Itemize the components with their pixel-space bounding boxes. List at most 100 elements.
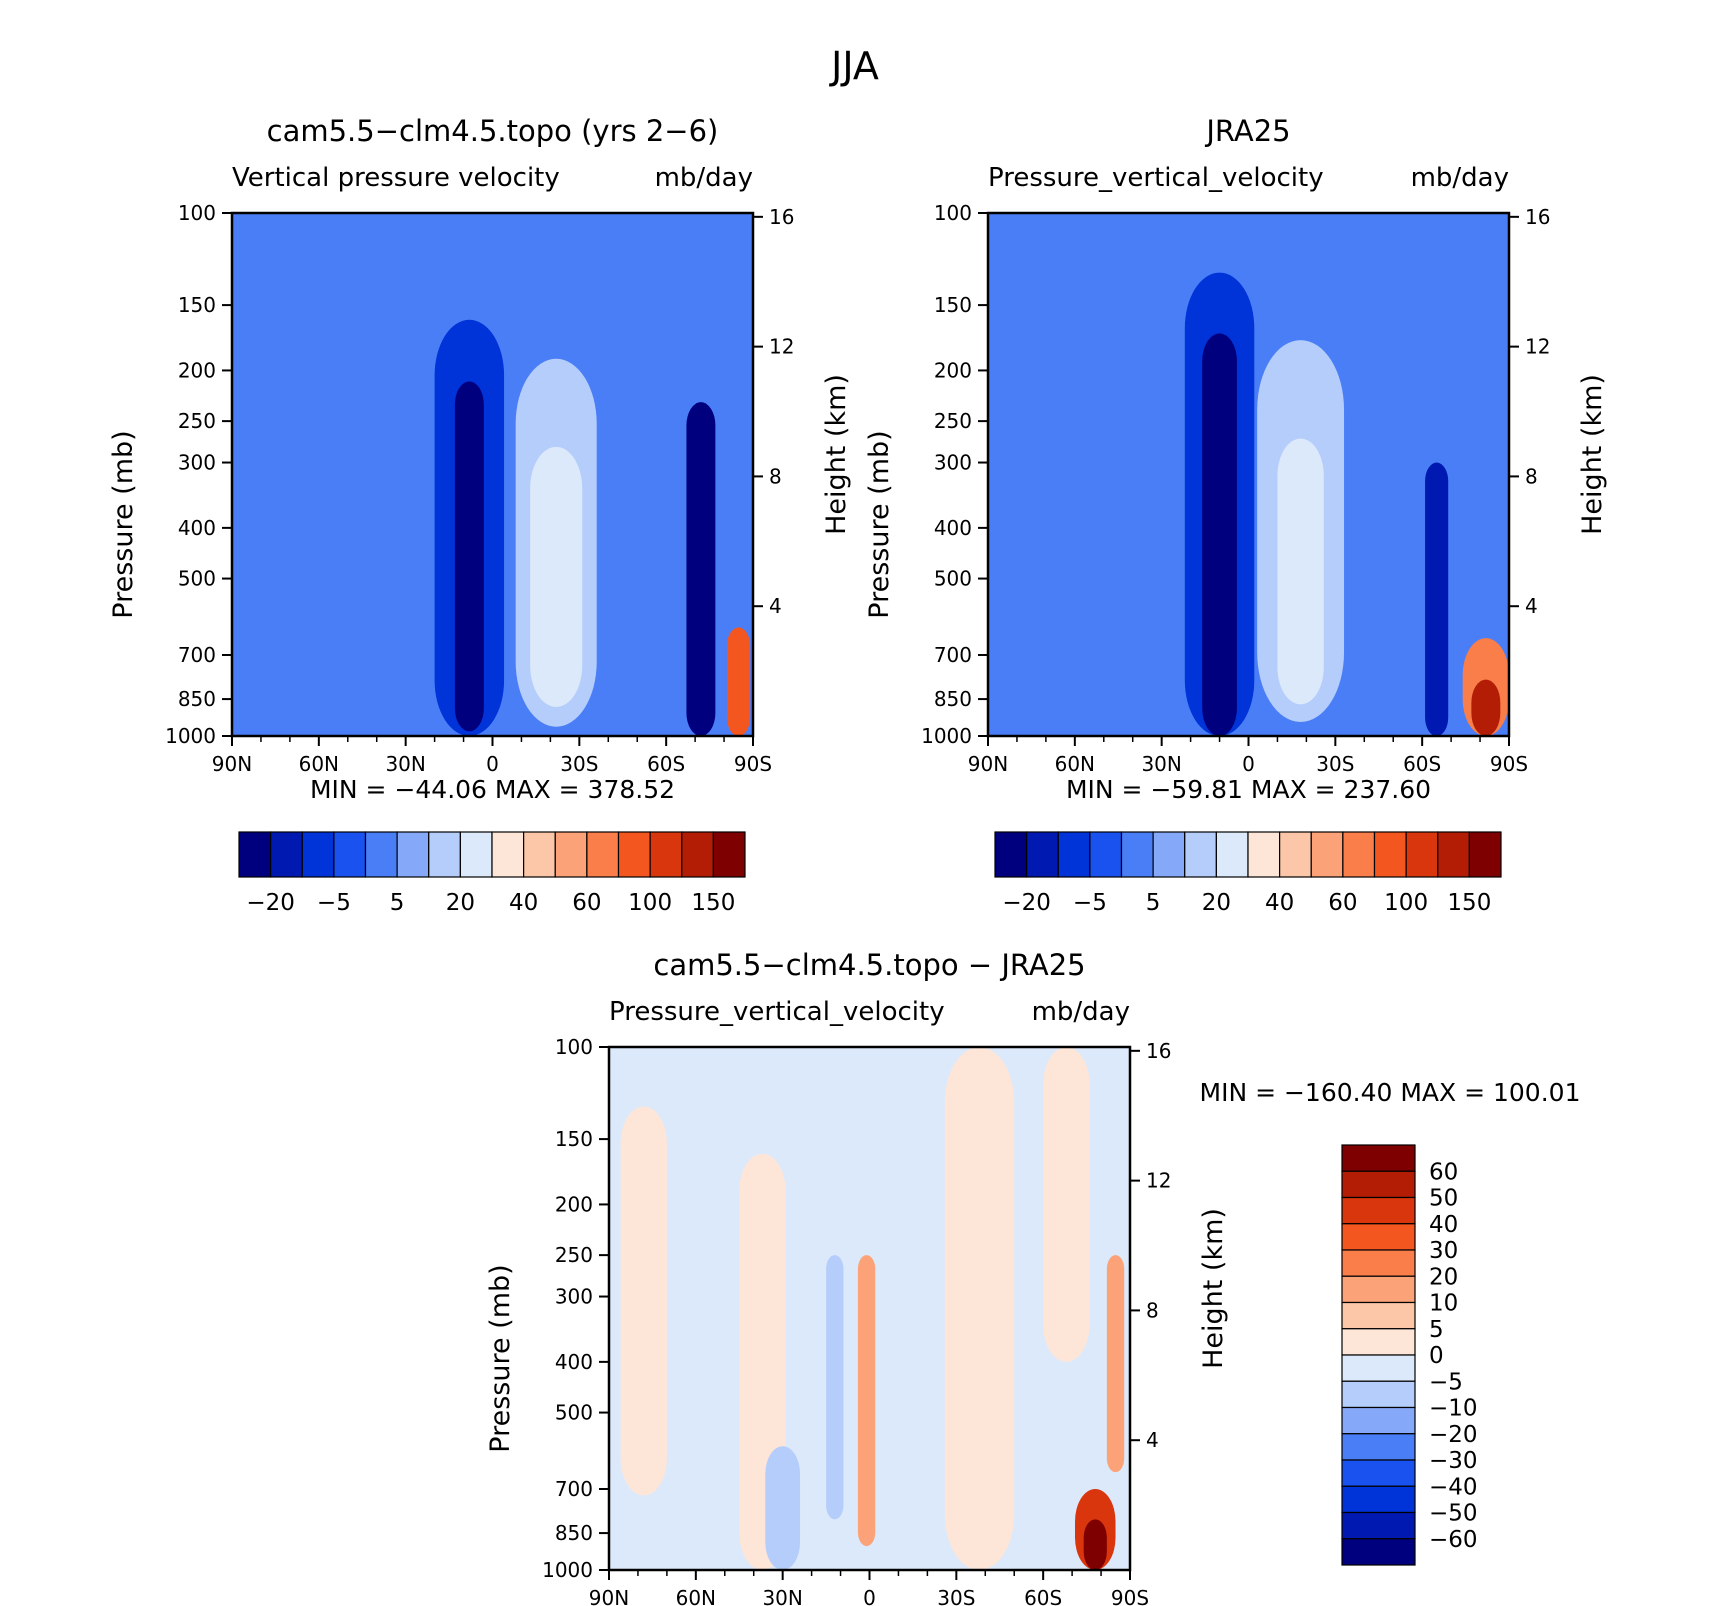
- x-tick-label: 60N: [1055, 752, 1095, 776]
- min-max-label: MIN = −160.40 MAX = 100.01: [1200, 1078, 1581, 1107]
- contour-field: [434, 319, 751, 736]
- chart-panel-2: JRA25 Pressure_vertical_velocity mb/day 100…: [864, 114, 1608, 916]
- colorbar-label: 20: [1202, 890, 1231, 916]
- x-tick-label: 30N: [385, 752, 425, 776]
- colorbar-label: 20: [446, 890, 475, 916]
- x-tick-label: 0: [863, 1586, 876, 1606]
- y-tick-label: 1000: [165, 724, 216, 748]
- colorbar-swatch: [1120, 831, 1154, 878]
- x-tick-label: 30S: [937, 1586, 975, 1606]
- colorbar-label: 60: [1328, 890, 1357, 916]
- colorbar-swatch: [1341, 1144, 1416, 1172]
- min-max-label: MIN = −59.81 MAX = 237.60: [1066, 775, 1431, 804]
- y2-tick-label: 8: [1146, 1298, 1159, 1322]
- y-tick-label: 400: [555, 1350, 593, 1374]
- y-tick-label: 200: [178, 358, 216, 382]
- y2-tick-label: 12: [769, 335, 794, 359]
- chart-subtitle-right: mb/day: [1411, 163, 1509, 193]
- y-tick-label: 100: [555, 1035, 593, 1059]
- contour-region: [1202, 333, 1237, 736]
- chart-title: JRA25: [1204, 114, 1290, 148]
- contour-field: [1184, 272, 1509, 736]
- chart-subtitle-right: mb/day: [1032, 997, 1130, 1027]
- panels: cam5.5−clm4.5.topo (yrs 2−6) Vertical pre…: [108, 114, 1608, 1606]
- y-axis-label: Pressure (mb): [108, 430, 139, 618]
- colorbar-swatch: [270, 831, 303, 878]
- contour-region: [530, 446, 583, 707]
- colorbar-swatch: [1341, 1459, 1416, 1487]
- chart-subtitle-left: Pressure_vertical_velocity: [988, 163, 1324, 193]
- colorbar-label: −20: [246, 890, 295, 916]
- colorbar-swatch: [1184, 831, 1217, 878]
- x-tick-label: 90N: [968, 752, 1008, 776]
- colorbar-label: 5: [1146, 890, 1161, 916]
- colorbar: −20 −5 5 20 40 60 100 150: [238, 831, 746, 916]
- colorbar-label: 30: [1429, 1238, 1458, 1264]
- colorbar-label: 150: [1447, 890, 1491, 916]
- y2-tick-label: 4: [769, 594, 782, 618]
- colorbar-swatch: [994, 831, 1028, 878]
- x-tick-label: 90N: [589, 1586, 629, 1606]
- colorbar-swatch: [459, 831, 493, 878]
- colorbar-label: −5: [317, 890, 351, 916]
- y-tick-label: 250: [178, 409, 216, 433]
- colorbar-swatch: [1215, 831, 1249, 878]
- contour-region: [1083, 1519, 1107, 1570]
- y-tick-label: 150: [178, 293, 216, 317]
- colorbar-swatch: [649, 831, 683, 878]
- colorbar-swatch: [617, 831, 651, 878]
- colorbar-label: −40: [1429, 1474, 1478, 1500]
- colorbar-swatch: [1089, 831, 1123, 878]
- colorbar-swatch: [1341, 1170, 1416, 1199]
- x-tick-label: 60S: [647, 752, 685, 776]
- y-tick-label: 250: [934, 409, 972, 433]
- colorbar-swatch: [1341, 1406, 1416, 1435]
- colorbar-swatch: [364, 831, 398, 878]
- colorbar-swatch: [1341, 1275, 1416, 1304]
- y2-tick-label: 16: [1146, 1039, 1171, 1063]
- contour-region: [1277, 438, 1324, 705]
- y-tick-label: 500: [178, 567, 216, 591]
- colorbar-label: 40: [1265, 890, 1294, 916]
- y-tick-label: 250: [555, 1243, 593, 1267]
- colorbar-label: 100: [628, 890, 672, 916]
- y-tick-label: 700: [934, 643, 972, 667]
- colorbar-swatch: [1341, 1301, 1416, 1330]
- y-tick-label: 500: [934, 567, 972, 591]
- colorbar: −20 −5 5 20 40 60 100 150: [994, 831, 1502, 916]
- y-tick-label: 850: [178, 687, 216, 711]
- colorbar-label: −20: [1429, 1422, 1478, 1448]
- y-tick-label: 850: [934, 687, 972, 711]
- colorbar-swatch: [301, 831, 335, 878]
- colorbar-swatch: [586, 831, 620, 878]
- y-tick-label: 300: [178, 451, 216, 475]
- colorbar-swatch: [1437, 831, 1470, 878]
- colorbar-swatch: [1341, 1538, 1416, 1566]
- y2-tick-label: 16: [1525, 205, 1550, 229]
- min-max-label: MIN = −44.06 MAX = 378.52: [310, 775, 675, 804]
- colorbar-label: −10: [1429, 1396, 1478, 1422]
- colorbar-label: −30: [1429, 1448, 1478, 1474]
- colorbar-swatch: [1468, 831, 1502, 878]
- colorbar-swatch: [1341, 1485, 1416, 1514]
- colorbar-swatch: [396, 831, 430, 878]
- colorbar-label: −5: [1073, 890, 1107, 916]
- x-tick-label: 90S: [1111, 1586, 1149, 1606]
- x-tick-label: 0: [1242, 752, 1255, 776]
- colorbar-swatch: [333, 831, 367, 878]
- chart-title: cam5.5−clm4.5.topo (yrs 2−6): [267, 114, 719, 148]
- contour-region: [857, 1255, 876, 1547]
- y2-tick-label: 4: [1146, 1428, 1159, 1452]
- colorbar-swatch: [1341, 1380, 1416, 1409]
- colorbar-swatch: [491, 831, 525, 878]
- colorbar-label: 50: [1429, 1186, 1458, 1212]
- colorbar-label: 60: [572, 890, 601, 916]
- y-tick-label: 300: [555, 1285, 593, 1309]
- y-tick-label: 100: [934, 201, 972, 225]
- y2-axis-label: Height (km): [1577, 374, 1608, 535]
- colorbar-swatch: [1247, 831, 1281, 878]
- colorbar-swatch: [1341, 1354, 1416, 1382]
- chart-panel-1: cam5.5−clm4.5.topo (yrs 2−6) Vertical pre…: [108, 114, 852, 916]
- y-tick-label: 200: [555, 1192, 593, 1216]
